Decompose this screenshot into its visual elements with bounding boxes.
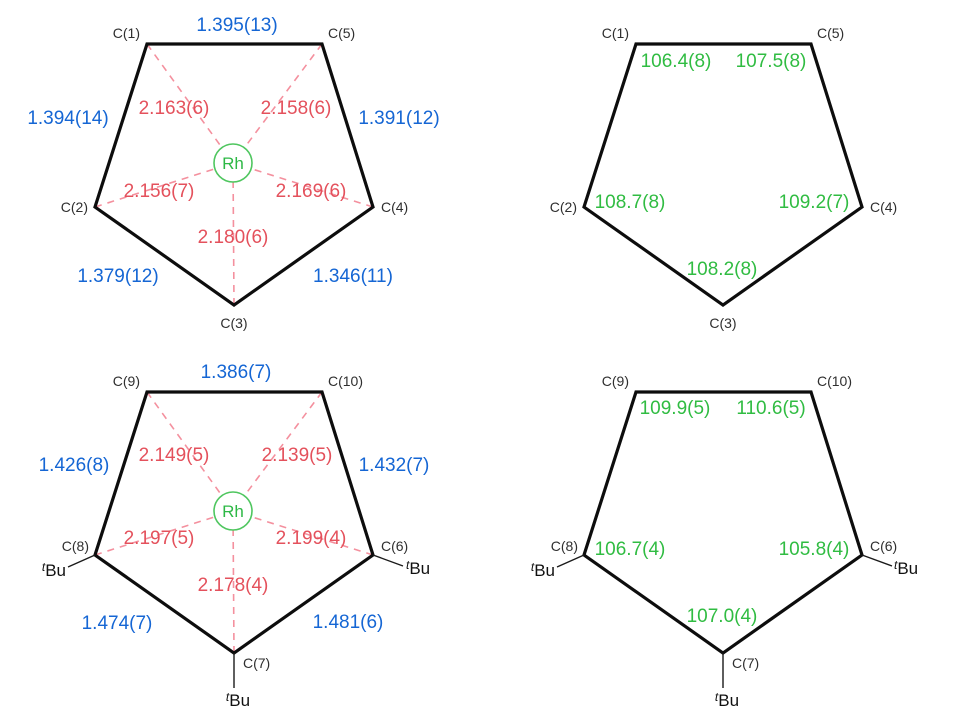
rh-label: Rh xyxy=(222,154,244,173)
panel-tbu-cp-angles: C(9) C(10) C(8) C(6) C(7) tBu tBu tBu 10… xyxy=(531,373,918,710)
rh-c3-dashed-bond xyxy=(232,162,235,306)
rh-c-distance-c5: 2.158(6) xyxy=(261,98,332,119)
rh-c7-dashed-bond xyxy=(232,510,235,654)
tbu-label-c8: tBu xyxy=(42,560,66,580)
atom-label-c6: C(6) xyxy=(381,538,408,554)
angle-at-c8: 106.7(4) xyxy=(595,539,666,560)
atom-label-c4: C(4) xyxy=(870,199,897,215)
atom-label-c7: C(7) xyxy=(732,655,759,671)
rh-c-distance-c8: 2.197(5) xyxy=(124,528,195,549)
tbu-label-c7: tBu xyxy=(715,690,739,710)
bond-length-c2-c3: 1.379(12) xyxy=(77,266,158,287)
cp-ring-outline xyxy=(582,42,864,307)
rh-label: Rh xyxy=(222,502,244,521)
atom-label-c5: C(5) xyxy=(817,25,844,41)
tbu-cp-ring-outline xyxy=(93,390,375,655)
rh-c6-dashed-bond xyxy=(232,510,374,556)
tbu-bond-c8 xyxy=(556,554,585,568)
atom-label-c10: C(10) xyxy=(817,373,852,389)
rh-c-distance-c7: 2.178(4) xyxy=(198,575,269,596)
bond-length-c1-c5: 1.395(13) xyxy=(196,15,277,36)
atom-label-c9: C(9) xyxy=(602,373,629,389)
rh-c-distance-c10: 2.139(5) xyxy=(262,445,333,466)
rh-c-distance-c2: 2.156(7) xyxy=(124,181,195,202)
bond-length-c9-c10: 1.386(7) xyxy=(201,362,272,383)
rh-c-distance-c4: 2.169(6) xyxy=(276,181,347,202)
atom-label-c2: C(2) xyxy=(61,199,88,215)
angle-at-c5: 107.5(8) xyxy=(736,51,807,72)
tbu-label-c7: tBu xyxy=(226,690,250,710)
angle-at-c1: 106.4(8) xyxy=(641,51,712,72)
rh-c1-dashed-bond xyxy=(146,43,234,164)
atom-label-c9: C(9) xyxy=(113,373,140,389)
cp-ring-outline xyxy=(93,42,375,307)
rh-circle xyxy=(213,143,253,183)
rh-c-distance-c9: 2.149(5) xyxy=(139,445,210,466)
atom-label-c4: C(4) xyxy=(381,199,408,215)
atom-label-c2: C(2) xyxy=(550,199,577,215)
atom-label-c10: C(10) xyxy=(328,373,363,389)
angle-at-c7: 107.0(4) xyxy=(687,606,758,627)
panel-cp-angles: C(1) C(5) C(2) C(4) C(3) 106.4(8) 107.5(… xyxy=(550,25,897,331)
angle-at-c2: 108.7(8) xyxy=(595,192,666,213)
angle-at-c3: 108.2(8) xyxy=(687,259,758,280)
rh-c2-dashed-bond xyxy=(94,162,234,208)
rh-c8-dashed-bond xyxy=(94,510,234,556)
bond-length-c7-c6: 1.481(6) xyxy=(313,612,384,633)
rh-c5-dashed-bond xyxy=(232,43,323,164)
rh-c4-dashed-bond xyxy=(232,162,374,208)
bond-length-c1-c2: 1.394(14) xyxy=(27,108,108,129)
tbu-bond-c6 xyxy=(372,554,404,567)
atom-label-c3: C(3) xyxy=(220,315,247,331)
tbu-label-c6: tBu xyxy=(406,558,430,578)
angle-at-c6: 105.8(4) xyxy=(779,539,850,560)
tbu-bond-c8 xyxy=(67,554,96,568)
panel-tbu-cp-distances: Rh C(9) C(10) C(8) C(6) C(7) tBu tBu tBu… xyxy=(39,362,431,710)
angle-at-c10: 110.6(5) xyxy=(736,398,805,419)
atom-label-c8: C(8) xyxy=(62,538,89,554)
angle-at-c9: 109.9(5) xyxy=(640,398,711,419)
atom-label-c5: C(5) xyxy=(328,25,355,41)
atom-label-c3: C(3) xyxy=(709,315,736,331)
rh-c9-dashed-bond xyxy=(146,391,234,512)
bond-length-c5-c4: 1.391(12) xyxy=(358,108,439,129)
tbu-bond-c6 xyxy=(861,554,893,567)
bond-length-c10-c6: 1.432(7) xyxy=(359,455,430,476)
bond-length-c3-c4: 1.346(11) xyxy=(313,266,393,287)
atom-label-c7: C(7) xyxy=(243,655,270,671)
panel-cp-distances: Rh C(1) C(5) C(2) C(4) C(3) 1.395(13) 1.… xyxy=(27,15,439,331)
atom-label-c8: C(8) xyxy=(551,538,578,554)
atom-label-c1: C(1) xyxy=(602,25,629,41)
rh-c-distance-c1: 2.163(6) xyxy=(139,98,210,119)
tbu-cp-ring-outline xyxy=(582,390,864,655)
atom-label-c6: C(6) xyxy=(870,538,897,554)
rh-circle xyxy=(213,491,253,531)
rh-c-distance-c3: 2.180(6) xyxy=(198,227,269,248)
tbu-label-c8: tBu xyxy=(531,560,555,580)
tbu-label-c6: tBu xyxy=(894,558,918,578)
bond-length-c9-c8: 1.426(8) xyxy=(39,455,110,476)
rh-c10-dashed-bond xyxy=(232,391,323,512)
atom-label-c1: C(1) xyxy=(113,25,140,41)
angle-at-c4: 109.2(7) xyxy=(779,192,850,213)
bond-length-c8-c7: 1.474(7) xyxy=(82,613,153,634)
rh-c-distance-c6: 2.199(4) xyxy=(276,528,347,549)
